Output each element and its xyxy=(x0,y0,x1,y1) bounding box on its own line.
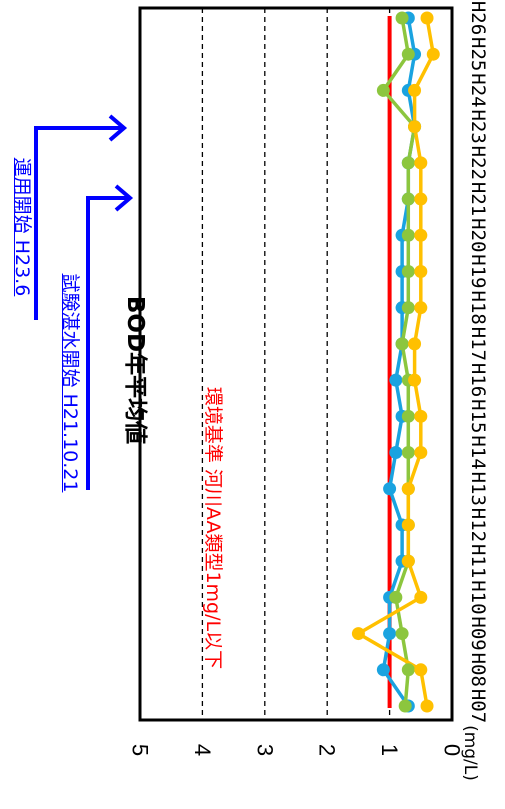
data-point-1-14 xyxy=(401,192,415,206)
data-point-1-17 xyxy=(376,83,390,97)
x-tick-label: H21 xyxy=(467,182,489,216)
annotation-arrows xyxy=(34,114,134,490)
data-point-1-15 xyxy=(401,156,415,170)
data-point-2-15 xyxy=(414,156,428,170)
x-tick-label: H14 xyxy=(467,435,489,469)
data-point-1-10 xyxy=(395,337,409,351)
x-tick-label: H15 xyxy=(467,399,489,433)
x-tick-label: H12 xyxy=(467,508,489,542)
x-tick-label: H10 xyxy=(467,580,489,614)
data-point-2-0 xyxy=(420,699,434,713)
chart-title: BOD年平均値 xyxy=(122,295,148,445)
data-point-1-8 xyxy=(401,409,415,423)
data-point-0-2 xyxy=(383,627,397,641)
reference-line-label: 環境基準 河川AA類型1mg/L以下 xyxy=(202,386,224,670)
data-point-2-16 xyxy=(408,120,422,134)
data-point-0-1 xyxy=(376,663,390,677)
data-point-2-9 xyxy=(408,373,422,387)
data-point-1-7 xyxy=(401,446,415,460)
annotation-arrow-head xyxy=(108,114,128,142)
x-tick-label: H13 xyxy=(467,472,489,506)
data-point-2-12 xyxy=(414,264,428,278)
data-point-2-6 xyxy=(401,482,415,496)
data-point-2-18 xyxy=(426,47,440,61)
x-tick-label: H23 xyxy=(467,109,489,143)
data-point-1-1 xyxy=(401,663,415,677)
series-group xyxy=(351,11,440,713)
x-tick-label: H20 xyxy=(467,218,489,252)
data-point-2-4 xyxy=(401,554,415,568)
x-tick-label: H17 xyxy=(467,327,489,361)
x-tick-label: H16 xyxy=(467,363,489,397)
y-tick-label: 4 xyxy=(190,744,215,756)
data-point-1-12 xyxy=(401,264,415,278)
data-point-0-9 xyxy=(389,373,403,387)
data-point-1-13 xyxy=(401,228,415,242)
data-point-2-11 xyxy=(414,301,428,315)
annotation-arrow-line xyxy=(34,126,124,320)
y-tick-label: 2 xyxy=(315,744,340,756)
annotation-operation-start: 運用開始 H23.6 xyxy=(11,157,33,297)
x-tick-label: H07 xyxy=(467,689,489,723)
data-point-0-6 xyxy=(383,482,397,496)
data-point-1-0 xyxy=(398,699,412,713)
grid-lines xyxy=(201,8,391,720)
data-point-1-3 xyxy=(389,590,403,604)
data-point-2-8 xyxy=(414,409,428,423)
tick-labels: 012345H07H08H09H10H11H12H13H14H15H16H17H… xyxy=(128,1,490,756)
y-axis-label: (mg/L) xyxy=(460,725,480,781)
annotation-arrow-line xyxy=(86,196,130,490)
data-point-2-10 xyxy=(408,337,422,351)
data-point-2-2 xyxy=(351,627,365,641)
x-tick-label: H19 xyxy=(467,254,489,288)
data-point-2-1 xyxy=(414,663,428,677)
x-tick-label: H22 xyxy=(467,146,489,180)
x-tick-label: H24 xyxy=(467,73,489,107)
data-point-1-19 xyxy=(395,11,409,25)
plot-frame xyxy=(138,6,454,722)
y-tick-label: 5 xyxy=(128,744,153,756)
annotation-arrow-head xyxy=(114,184,134,212)
annotation-trial-impoundment: 試験湛水開始 H21.10.21 xyxy=(59,273,81,493)
x-tick-label: H11 xyxy=(467,544,489,578)
data-point-1-11 xyxy=(401,301,415,315)
y-tick-label: 1 xyxy=(377,744,402,756)
y-tick-label: 0 xyxy=(440,744,465,756)
data-point-2-19 xyxy=(420,11,434,25)
x-tick-label: H25 xyxy=(467,37,489,71)
x-tick-label: H09 xyxy=(467,616,489,650)
y-tick-label: 3 xyxy=(252,744,277,756)
data-point-0-7 xyxy=(389,446,403,460)
x-tick-label: H08 xyxy=(467,653,489,687)
data-point-1-18 xyxy=(401,47,415,61)
data-point-2-3 xyxy=(414,590,428,604)
data-point-2-13 xyxy=(414,228,428,242)
x-tick-label: H18 xyxy=(467,291,489,325)
data-point-2-7 xyxy=(414,446,428,460)
data-point-2-17 xyxy=(408,83,422,97)
data-point-1-2 xyxy=(395,627,409,641)
data-point-2-5 xyxy=(401,518,415,532)
data-point-2-14 xyxy=(414,192,428,206)
x-tick-label: H26 xyxy=(467,1,489,35)
